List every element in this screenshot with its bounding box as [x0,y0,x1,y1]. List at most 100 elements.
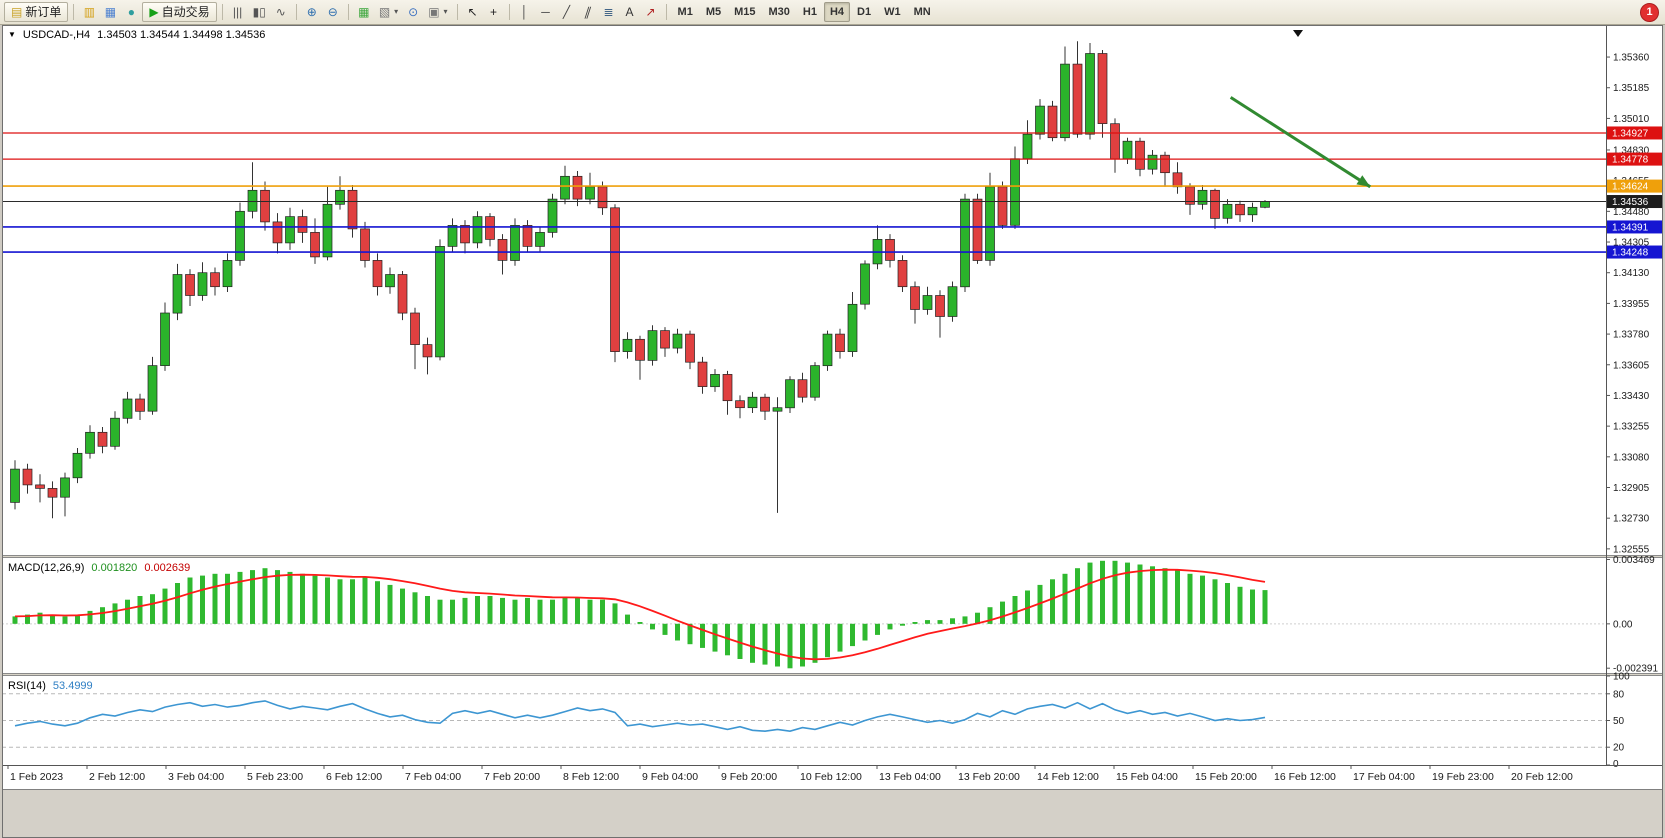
candle [322,203,333,258]
horizontal-line-icon: ─ [541,5,550,19]
svg-text:7 Feb 20:00: 7 Feb 20:00 [484,771,540,783]
new-chart-button[interactable]: ▧ ▾ [375,2,402,22]
text-button[interactable]: A [620,2,640,22]
new-order-button[interactable]: ▤ 新订单 [4,2,69,22]
timeframe-M30[interactable]: M30 [763,2,796,22]
crosshair-icon: + [490,5,498,19]
new-order-icon: ▤ [11,5,23,19]
tile-windows-icon: ▦ [358,5,370,19]
autotrading-button[interactable]: ▶ 自动交易 [142,2,217,22]
svg-text:15 Feb 04:00: 15 Feb 04:00 [1116,771,1178,783]
svg-text:1.34536: 1.34536 [1612,197,1649,208]
trend-arrow[interactable] [1229,96,1372,189]
macd-signal-value: 0.002639 [144,562,191,574]
trend-arrow-head [1356,175,1371,187]
candle [1122,140,1133,160]
svg-text:9 Feb 04:00: 9 Feb 04:00 [642,771,698,783]
svg-text:10 Feb 12:00: 10 Feb 12:00 [800,771,862,783]
pane-divider[interactable] [2,555,1663,558]
timeframe-H4[interactable]: H4 [823,2,851,22]
period-converter-button[interactable]: ⊙ [403,2,423,22]
toolbar-separator [221,4,223,20]
svg-text:13 Feb 20:00: 13 Feb 20:00 [958,771,1020,783]
horizontal-line-button[interactable]: ─ [536,2,556,22]
candle [560,175,570,200]
candle [610,207,620,352]
zoom-in-button[interactable]: ⊕ [302,2,322,22]
arrows-button[interactable]: ↗ [641,2,661,22]
candle [735,400,745,409]
crosshair-button[interactable]: + [484,2,504,22]
candle [310,232,320,258]
svg-text:7 Feb 04:00: 7 Feb 04:00 [405,771,461,783]
window-menu-icon[interactable]: ▼ [8,30,16,39]
navigator-button[interactable]: ● [121,2,141,22]
toolbar-separator [665,4,667,20]
candle [1147,154,1158,170]
pane-divider[interactable] [2,673,1663,676]
zoom-in-icon: ⊕ [306,5,317,19]
new-order-button-label: 新订单 [25,5,62,19]
data-window-button[interactable]: ▦ [100,2,120,22]
svg-text:19 Feb 23:00: 19 Feb 23:00 [1432,771,1494,783]
templates-button[interactable]: ▣ ▾ [424,2,451,22]
autotrading-button-label: 自动交易 [161,5,210,19]
candle [1022,133,1033,160]
candle [960,198,970,288]
market-watch-button[interactable]: ▥ [79,2,99,22]
candle [235,210,245,261]
macd-signal-line [14,568,1266,661]
line-chart-button[interactable]: ∿ [271,2,291,22]
symbol-period-label: USDCAD-,H4 [22,29,91,41]
candle [110,417,120,447]
svg-text:9 Feb 20:00: 9 Feb 20:00 [721,771,777,783]
tile-windows-button[interactable]: ▦ [354,2,374,22]
svg-text:1.34927: 1.34927 [1612,128,1649,139]
dropdown-caret-icon: ▾ [394,7,399,16]
toolbar-separator [347,4,349,20]
candle [385,274,395,288]
timeframe-D1[interactable]: D1 [851,2,877,22]
candle [1197,189,1208,205]
candle [347,189,358,230]
svg-text:1.33080: 1.33080 [1613,452,1650,463]
candle [710,374,720,388]
candle [885,239,895,261]
timeframe-W1[interactable]: W1 [878,2,907,22]
bar-chart-button[interactable]: ||| [228,2,248,22]
notification-badge[interactable]: 1 [1640,2,1659,22]
timeframe-MN[interactable]: MN [908,2,937,22]
timeframe-M5[interactable]: M5 [700,2,727,22]
candle [1172,172,1183,188]
candle [197,272,208,296]
toolbar-separator [456,4,458,20]
svg-text:1.34830: 1.34830 [1613,145,1650,156]
cursor-button[interactable]: ↖ [463,2,483,22]
candle [72,452,83,479]
bar-chart-icon: ||| [232,5,243,19]
svg-text:0: 0 [1613,759,1619,770]
line-chart-icon: ∿ [275,5,286,19]
fibonacci-button[interactable]: ≣ [599,2,619,22]
timeframe-H1[interactable]: H1 [797,2,823,22]
candlestick-chart-button[interactable]: ▮▯ [249,2,270,22]
bottom-strip [2,789,1663,838]
candle [435,246,445,358]
zoom-out-button[interactable]: ⊖ [323,2,343,22]
trendline-button[interactable]: ╱ [557,2,577,22]
candle [185,274,195,296]
ohlc-values: 1.34503 1.34544 1.34498 1.34536 [97,29,266,41]
candle [410,312,420,345]
toolbar-separator [508,4,510,20]
timeframe-M15[interactable]: M15 [728,2,761,22]
channel-icon: ∥ [582,5,593,19]
timeframe-M1[interactable]: M1 [672,2,699,22]
chart-canvas[interactable]: 1.353601.351851.350101.348301.346551.344… [2,25,1663,838]
svg-text:1.33255: 1.33255 [1613,422,1650,433]
candle [822,333,833,367]
channel-button[interactable]: ∥ [578,2,598,22]
chart-shift-marker-icon[interactable] [1293,30,1303,37]
new-chart-icon: ▧ [378,5,391,19]
time-axis[interactable]: 1 Feb 2023 2 Feb 12:00 3 Feb 04:00 5 Feb 23… [7,765,1573,783]
vertical-line-button[interactable]: │ [515,2,535,22]
